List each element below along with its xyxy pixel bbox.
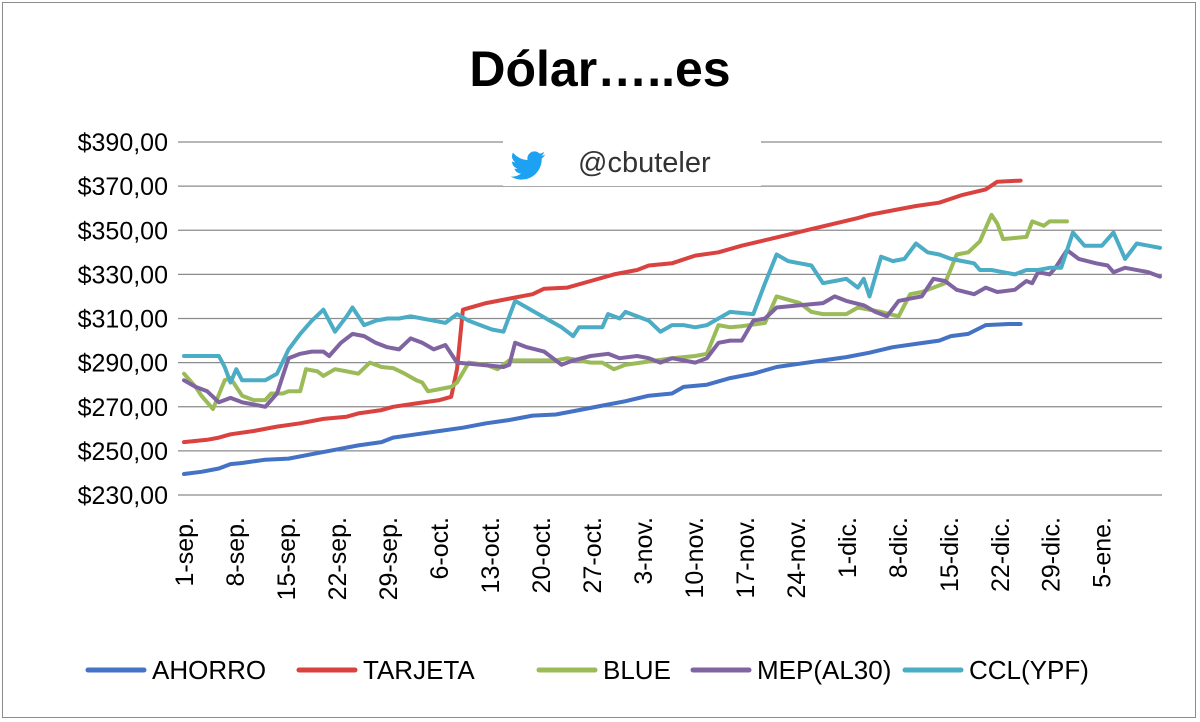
- x-tick-label: 15-dic.: [936, 517, 964, 592]
- legend-label: MEP(AL30): [757, 655, 891, 685]
- legend-label: TARJETA: [363, 655, 475, 685]
- legend: AHORRO TARJETA BLUE MEP(AL30) CCL(YPF): [85, 655, 1089, 685]
- chart-title: Dólar…..es: [469, 41, 730, 97]
- legend-label: AHORRO: [152, 655, 266, 685]
- x-tick-label: 6-oct.: [426, 517, 454, 580]
- x-tick-label: 13-oct.: [477, 517, 505, 593]
- x-tick-label: 15-sep.: [273, 517, 301, 600]
- legend-label: BLUE: [603, 655, 671, 685]
- credit-handle: @cbuteler: [578, 147, 711, 179]
- grid-lines: [178, 141, 1162, 496]
- x-tick-label: 8-dic.: [885, 517, 913, 578]
- y-tick-label: $370,00: [78, 173, 168, 201]
- x-tick-label: 8-sep.: [222, 517, 250, 586]
- x-tick-label: 29-sep.: [375, 517, 403, 600]
- y-tick-label: $310,00: [78, 306, 168, 334]
- x-axis-ticks: 1-sep. 8-sep. 15-sep. 22-sep. 29-sep. 6-oct. 1…: [171, 517, 1117, 600]
- credit-background: [503, 140, 761, 186]
- y-tick-label: $250,00: [78, 438, 168, 466]
- x-tick-label: 10-nov.: [681, 517, 709, 599]
- legend-label: CCL(YPF): [969, 655, 1089, 685]
- y-tick-label: $330,00: [78, 261, 168, 289]
- x-tick-label: 3-nov.: [630, 517, 658, 585]
- x-tick-label: 29-dic.: [1038, 517, 1066, 592]
- x-tick-label: 17-nov.: [732, 517, 760, 599]
- y-tick-label: $270,00: [78, 394, 168, 422]
- series-line: [182, 230, 1162, 385]
- series-line: [182, 248, 1162, 409]
- x-tick-label: 1-sep.: [171, 517, 199, 586]
- y-tick-label: $290,00: [78, 350, 168, 378]
- x-tick-label: 1-dic.: [834, 517, 862, 578]
- y-axis-ticks: $230,00 $250,00 $270,00 $290,00 $310,00 $330,…: [78, 129, 168, 510]
- x-tick-label: 20-oct.: [528, 517, 556, 593]
- series-line: [182, 322, 1023, 476]
- y-tick-label: $390,00: [78, 129, 168, 157]
- x-tick-label: 5-ene.: [1089, 517, 1117, 588]
- y-tick-label: $350,00: [78, 217, 168, 245]
- credit-box: @cbuteler: [503, 140, 761, 186]
- x-tick-label: 22-dic.: [987, 517, 1015, 592]
- series-lines: [182, 178, 1162, 476]
- series-line: [182, 178, 1023, 445]
- x-tick-label: 22-sep.: [324, 517, 352, 600]
- twitter-bird-icon: [510, 151, 546, 180]
- x-tick-label: 27-oct.: [579, 517, 607, 593]
- y-tick-label: $230,00: [78, 482, 168, 510]
- x-tick-label: 24-nov.: [783, 517, 811, 599]
